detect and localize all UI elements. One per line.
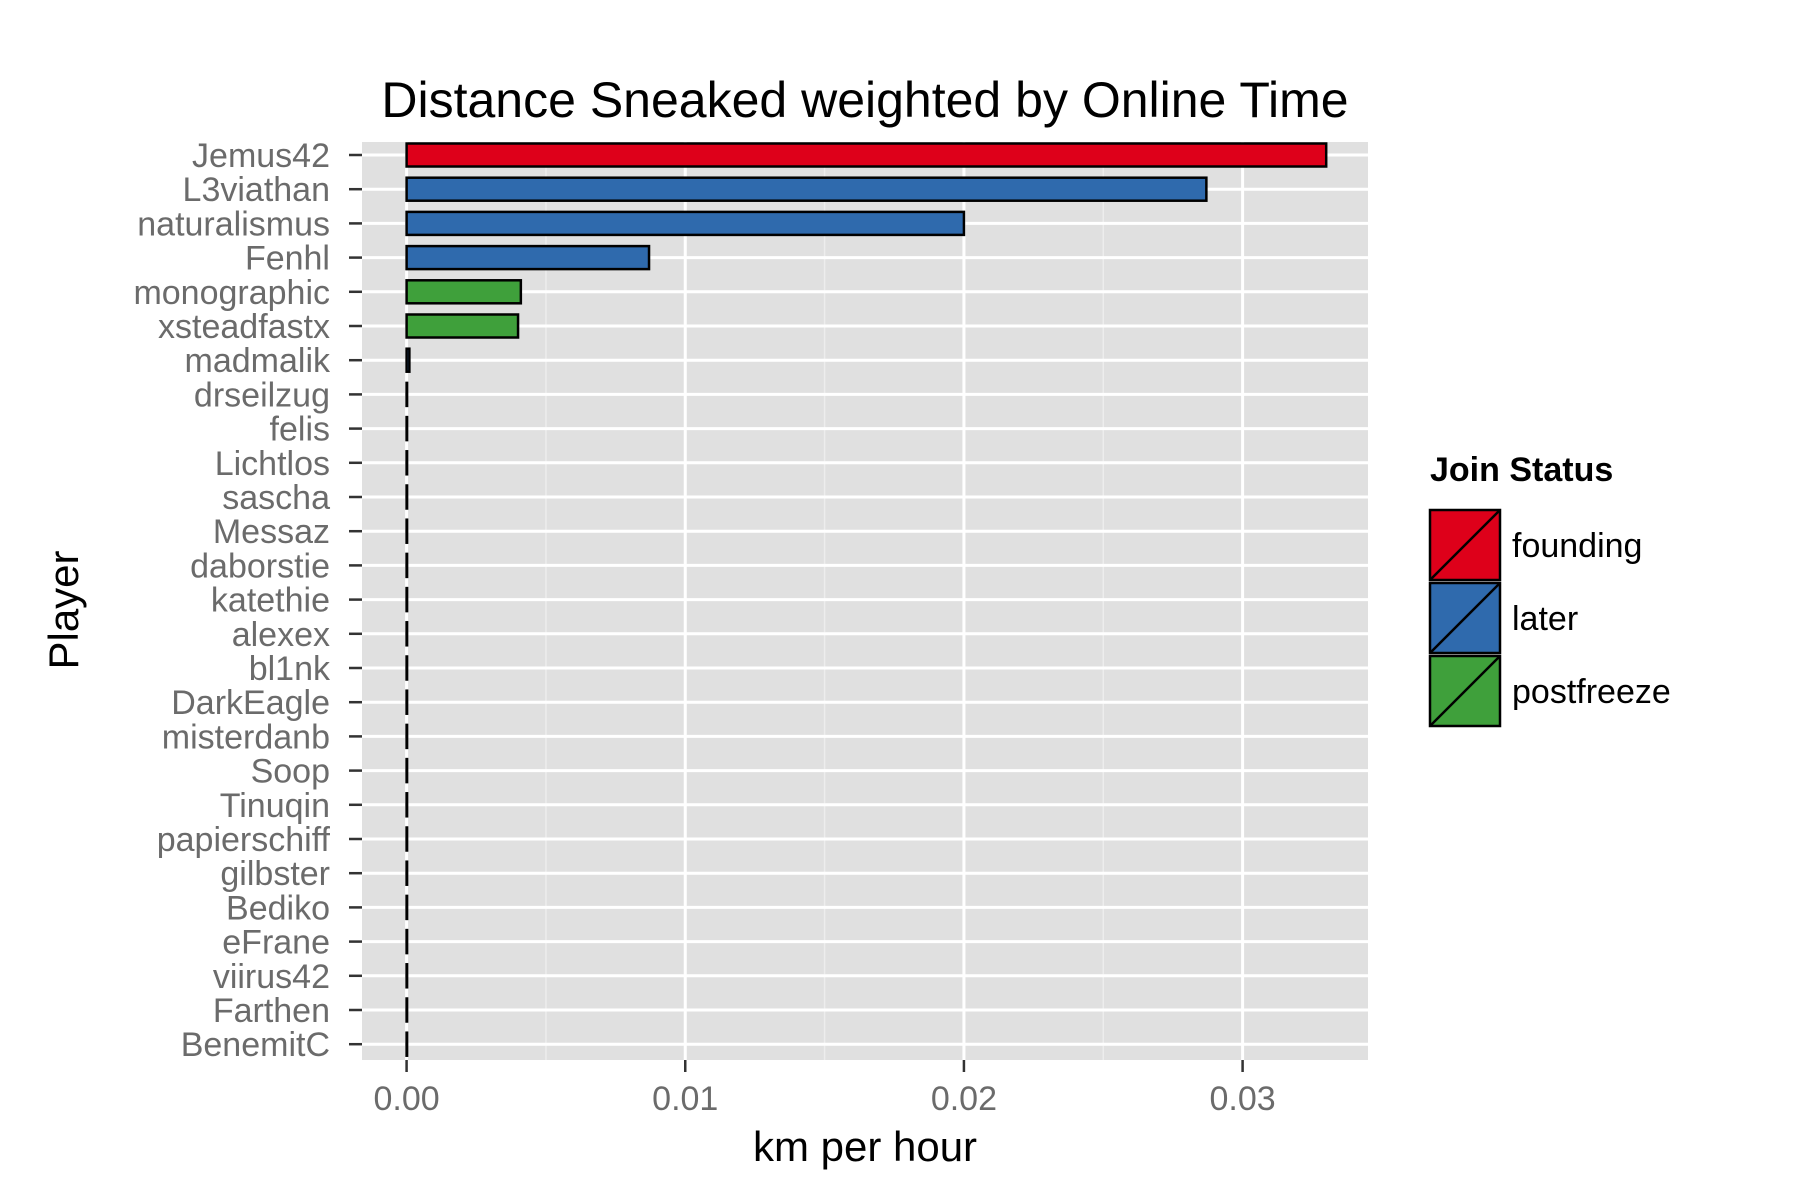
- x-tick-label: 0.01: [652, 1080, 718, 1118]
- y-tick-label: Tinuqin: [220, 787, 330, 825]
- x-axis-title: km per hour: [753, 1123, 977, 1170]
- y-tick-label: felis: [270, 411, 330, 449]
- bar: [405, 552, 409, 579]
- bar: [405, 279, 523, 305]
- bar: [405, 484, 409, 510]
- bar: [405, 586, 409, 613]
- y-tick-label: madmalik: [185, 342, 331, 380]
- bar: [405, 518, 409, 544]
- y-tick-label: drseilzug: [194, 376, 330, 414]
- legend-key-diagonal: [1429, 509, 1501, 581]
- y-tick-label: gilbster: [220, 855, 330, 893]
- legend-title: Join Status: [1430, 451, 1613, 489]
- y-tick-label: DarkEagle: [171, 684, 330, 722]
- y-tick-label: viirus42: [213, 958, 330, 996]
- y-tick-label: misterdanb: [162, 718, 330, 756]
- y-tick-label: eFrane: [222, 924, 330, 962]
- bar: [405, 415, 409, 442]
- bar: [405, 176, 1208, 202]
- x-tick-label: 0.00: [373, 1080, 439, 1118]
- y-axis: Jemus42L3viathannaturalismusFenhlmonogra…: [133, 137, 362, 1064]
- bar: [405, 347, 411, 373]
- legend-key-diagonal: [1429, 655, 1501, 727]
- x-axis: 0.00 0.01 0.02 0.03: [373, 1060, 1276, 1118]
- bar: [405, 826, 409, 852]
- bar: [405, 689, 409, 715]
- y-tick-label: Fenhl: [245, 240, 330, 278]
- legend-key-diagonal: [1429, 582, 1501, 654]
- bar: [405, 450, 409, 476]
- y-tick-label: Lichtlos: [215, 445, 330, 483]
- legend: Join Status founding later postfreeze: [1428, 451, 1671, 728]
- y-tick-label: bl1nk: [249, 650, 331, 688]
- bar: [405, 621, 409, 647]
- y-tick-label: Soop: [251, 753, 330, 791]
- bar: [405, 142, 1328, 168]
- y-tick-label: papierschiff: [157, 821, 331, 859]
- y-tick-label: Farthen: [213, 992, 330, 1030]
- chart-title: Distance Sneaked weighted by Online Time: [381, 72, 1348, 128]
- x-tick-label: 0.03: [1210, 1080, 1276, 1118]
- bar: [405, 210, 966, 237]
- bar: [405, 792, 409, 818]
- y-tick-label: daborstie: [190, 547, 330, 585]
- y-tick-label: Messaz: [213, 513, 330, 551]
- bar: [405, 894, 409, 921]
- y-tick-label: monographic: [133, 274, 330, 312]
- bar: [405, 655, 409, 681]
- bar: [405, 928, 409, 955]
- y-tick-label: Bediko: [226, 889, 330, 927]
- y-axis-title: Player: [40, 550, 87, 669]
- bar: [405, 963, 409, 989]
- bar: [405, 997, 409, 1023]
- y-tick-label: Jemus42: [192, 137, 330, 175]
- legend-label: later: [1512, 600, 1578, 638]
- y-tick-label: BenemitC: [181, 1026, 330, 1064]
- bar: [405, 757, 409, 784]
- legend-label: postfreeze: [1512, 673, 1671, 711]
- bar: [405, 313, 520, 339]
- bar: [405, 244, 651, 271]
- y-tick-label: xsteadfastx: [158, 308, 330, 346]
- y-tick-label: L3viathan: [183, 171, 330, 209]
- bar: [405, 860, 409, 886]
- y-tick-label: naturalismus: [137, 205, 330, 243]
- bar: [405, 381, 409, 408]
- bars: [405, 142, 1328, 1057]
- y-tick-label: alexex: [232, 616, 330, 654]
- bar: [405, 1031, 409, 1057]
- legend-label: founding: [1512, 527, 1642, 565]
- y-tick-label: katethie: [211, 582, 330, 620]
- y-tick-label: sascha: [222, 479, 330, 517]
- x-tick-label: 0.02: [931, 1080, 997, 1118]
- bar: [405, 723, 409, 750]
